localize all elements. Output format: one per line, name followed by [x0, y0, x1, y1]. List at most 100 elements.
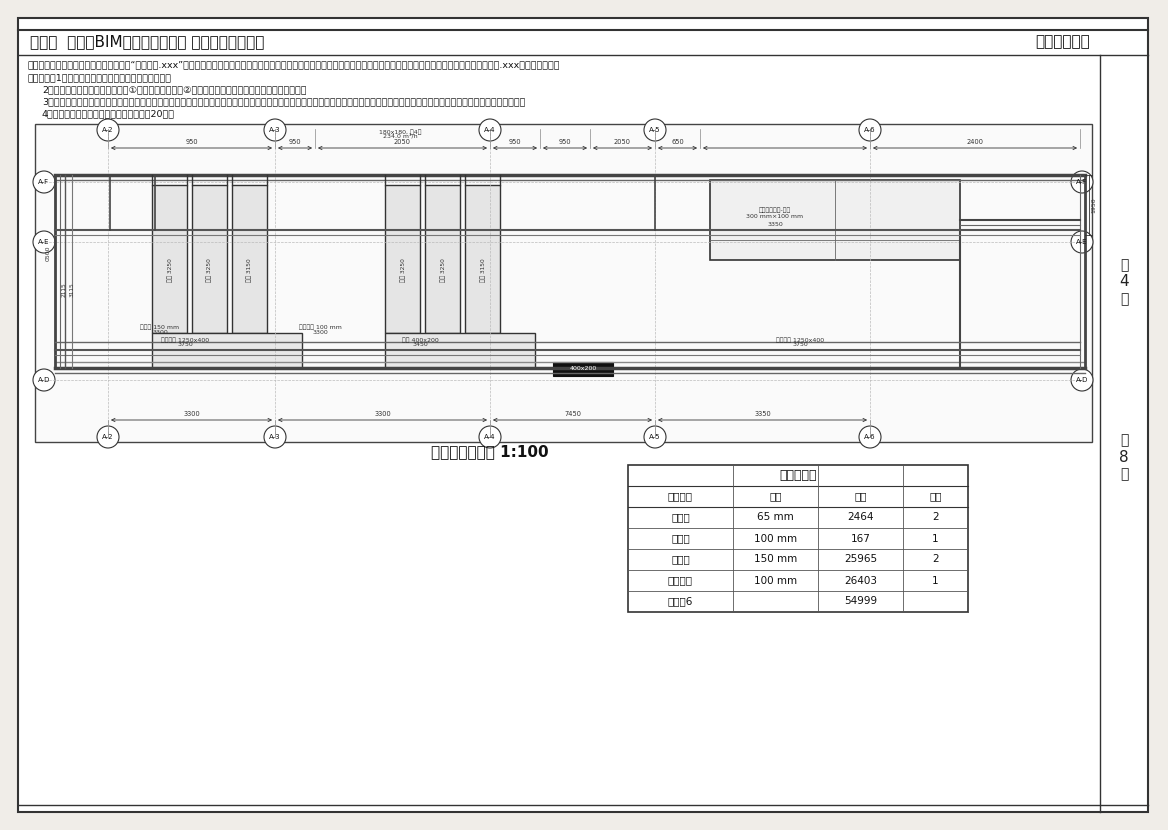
- Text: 54999: 54999: [844, 597, 877, 607]
- Text: 400x200: 400x200: [569, 367, 597, 372]
- Text: A-E: A-E: [39, 239, 50, 245]
- Text: 26403: 26403: [844, 575, 877, 585]
- Circle shape: [479, 426, 501, 448]
- Text: 自动喷淋 100 mm: 自动喷淋 100 mm: [299, 325, 341, 330]
- Text: A-4: A-4: [485, 127, 495, 133]
- Text: 2: 2: [932, 554, 939, 564]
- Circle shape: [1071, 171, 1093, 193]
- Text: 2400: 2400: [966, 139, 983, 145]
- Circle shape: [479, 119, 501, 141]
- Text: 180x180, 共4个: 180x180, 共4个: [378, 129, 422, 135]
- Text: 自动喷淋: 自动喷淋: [668, 575, 693, 585]
- Text: 3115: 3115: [70, 283, 75, 297]
- Text: 系统类型: 系统类型: [668, 491, 693, 501]
- Bar: [35, 124, 1092, 442]
- Text: 1950: 1950: [1091, 198, 1096, 212]
- Text: 金属防火板端-插电: 金属防火板端-插电: [759, 208, 791, 212]
- Text: 150 mm: 150 mm: [753, 554, 797, 564]
- Text: 管道明细表: 管道明细表: [779, 469, 816, 482]
- Text: A-5: A-5: [649, 127, 661, 133]
- Text: 第八期  「全国BIM技能等级考试」 二级（设备）试题: 第八期 「全国BIM技能等级考试」 二级（设备）试题: [30, 35, 264, 50]
- Text: A-D: A-D: [37, 377, 50, 383]
- Circle shape: [858, 119, 881, 141]
- Circle shape: [264, 119, 286, 141]
- Text: A-D: A-D: [1076, 377, 1089, 383]
- Text: 7450: 7450: [564, 411, 580, 417]
- Circle shape: [33, 231, 55, 253]
- Text: A-E: A-E: [1076, 239, 1087, 245]
- Circle shape: [1071, 231, 1093, 253]
- Text: 650: 650: [672, 139, 684, 145]
- Text: 167: 167: [850, 534, 870, 544]
- Text: 25965: 25965: [844, 554, 877, 564]
- Bar: [192, 185, 227, 333]
- Text: A-F: A-F: [1077, 179, 1087, 185]
- Text: 950: 950: [558, 139, 571, 145]
- Text: 950: 950: [509, 139, 521, 145]
- Text: 1: 1: [932, 534, 939, 544]
- Text: 长度: 长度: [854, 491, 867, 501]
- Text: 消火栓: 消火栓: [672, 512, 690, 523]
- Text: 2050: 2050: [394, 139, 411, 145]
- Text: 具体要求：1、标注管线、体现系统类型、管径及高程。: 具体要求：1、标注管线、体现系统类型、管径及高程。: [28, 74, 172, 82]
- Bar: [152, 333, 303, 368]
- Text: A-2: A-2: [103, 434, 113, 440]
- Circle shape: [644, 119, 666, 141]
- Text: 100 mm: 100 mm: [753, 575, 797, 585]
- Circle shape: [644, 426, 666, 448]
- Circle shape: [1071, 369, 1093, 391]
- Text: 排烟 3250: 排烟 3250: [401, 258, 405, 282]
- Text: 消防排烟 1250x400: 消防排烟 1250x400: [161, 337, 209, 343]
- Text: 页: 页: [1120, 467, 1128, 481]
- Text: 2: 2: [932, 512, 939, 523]
- Bar: [552, 362, 613, 376]
- Circle shape: [97, 119, 119, 141]
- Bar: [385, 185, 420, 333]
- Bar: [385, 333, 535, 368]
- Text: 3750: 3750: [178, 343, 193, 348]
- Circle shape: [33, 369, 55, 391]
- Bar: [628, 465, 968, 612]
- Bar: [710, 180, 960, 260]
- Text: 消火栓 150 mm: 消火栓 150 mm: [140, 325, 180, 330]
- Text: 排烟 3250: 排烟 3250: [207, 258, 211, 282]
- Text: 950: 950: [288, 139, 301, 145]
- Text: 3350: 3350: [767, 222, 783, 227]
- Text: 950: 950: [186, 139, 197, 145]
- Text: 合计: 合计: [930, 491, 941, 501]
- Circle shape: [264, 426, 286, 448]
- Text: A-3: A-3: [269, 127, 280, 133]
- Text: A-3: A-3: [269, 434, 280, 440]
- Text: 2115: 2115: [62, 283, 67, 297]
- Text: A-6: A-6: [864, 127, 876, 133]
- Text: A-4: A-4: [485, 434, 495, 440]
- Text: 234.0 m³/h: 234.0 m³/h: [383, 134, 417, 139]
- Text: 中国图学学会: 中国图学学会: [1035, 35, 1090, 50]
- Text: 2、解决图面中的两处碰撞问题（①风管与梁的碰撞；②桥架与水管的碰撞），保留翻弯处的剖面图。: 2、解决图面中的两处碰撞问题（①风管与梁的碰撞；②桥架与水管的碰撞），保留翻弯处…: [42, 85, 306, 95]
- Text: 四、参照下图新建机电专业模型，结果以“机电模型.xxx”为文件名保存在考生文件夹中。下图所注标高中除水管为中心标高外，其余均为底标高，结构模型已随题给出（试题结: 四、参照下图新建机电专业模型，结果以“机电模型.xxx”为文件名保存在考生文件夹…: [28, 61, 561, 70]
- Text: 8: 8: [1119, 450, 1128, 465]
- Bar: [425, 185, 460, 333]
- Text: 100 mm: 100 mm: [753, 534, 797, 544]
- Text: A-F: A-F: [39, 179, 49, 185]
- Text: 送风 3150: 送风 3150: [246, 258, 252, 282]
- Bar: [465, 185, 500, 333]
- Text: A-6: A-6: [864, 434, 876, 440]
- Text: 3300: 3300: [152, 330, 168, 335]
- Text: 页: 页: [1120, 292, 1128, 306]
- Text: 4: 4: [1119, 275, 1128, 290]
- Text: 排烟 3250: 排烟 3250: [440, 258, 446, 282]
- Text: 3300: 3300: [374, 411, 391, 417]
- Text: 总计：6: 总计：6: [668, 597, 693, 607]
- Text: 300 mm×100 mm: 300 mm×100 mm: [746, 214, 804, 219]
- Circle shape: [33, 171, 55, 193]
- Bar: [232, 185, 267, 333]
- Text: 共: 共: [1120, 433, 1128, 447]
- Text: 机电系统平面图 1:100: 机电系统平面图 1:100: [431, 445, 549, 460]
- Text: 4、创建如图所示的水管工程量统计表。（20分）: 4、创建如图所示的水管工程量统计表。（20分）: [42, 110, 175, 119]
- Text: 2464: 2464: [847, 512, 874, 523]
- Text: 送风 3150: 送风 3150: [480, 258, 486, 282]
- Text: 3、利用过滤器，在三维视图中为风、水、电各专业管道（包含管件、管道附件）定义颜色：排烟管道黄色，送风管蓝色，桥架绿色，喷淋管紫色，消火栓管红色，各管道颜色均为实: 3、利用过滤器，在三维视图中为风、水、电各专业管道（包含管件、管道附件）定义颜色…: [42, 97, 526, 106]
- Text: 第: 第: [1120, 258, 1128, 272]
- Text: A-2: A-2: [103, 127, 113, 133]
